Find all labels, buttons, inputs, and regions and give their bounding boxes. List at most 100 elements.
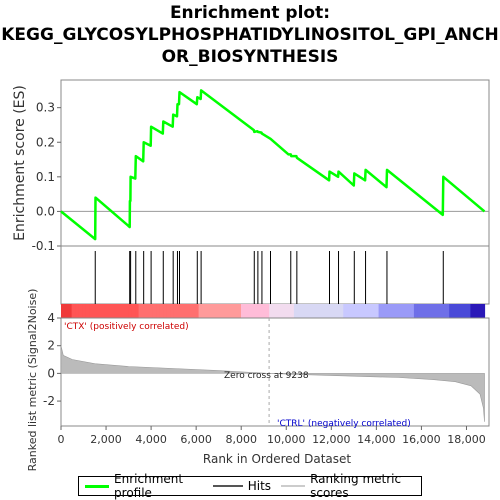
rank-bar-segment (244, 304, 249, 318)
rank-bar-segment (392, 304, 397, 318)
rank-bar-segment (403, 304, 408, 318)
rank-bar-segment (198, 304, 203, 318)
rank-color-bar (61, 304, 486, 318)
metric-xtick-label: 0 (58, 433, 65, 446)
profile-swatch-icon (85, 484, 110, 488)
hits-panel (60, 245, 490, 305)
metric-swatch-icon (281, 485, 306, 487)
es-ylabel: Enrichment score (ES) (12, 85, 28, 241)
rank-bar-segment (170, 304, 175, 318)
rank-bar-segment (283, 304, 288, 318)
rank-bar-segment (477, 304, 482, 318)
legend: Enrichment profile Hits Ranking metric s… (78, 472, 422, 500)
rank-bar-segment (332, 304, 337, 318)
rank-bar-segment (163, 304, 168, 318)
rank-bar-segment (205, 304, 210, 318)
rank-bar-segment (237, 304, 242, 318)
rank-bar-segment (78, 304, 83, 318)
rank-bar-segment (138, 304, 143, 318)
metric-xtick-label: 12,000 (312, 433, 351, 446)
rank-bar-segment (145, 304, 150, 318)
es-profile-line (60, 89, 486, 241)
es-ytick-label: 0.0 (36, 204, 55, 218)
rank-bar-segment (276, 304, 281, 318)
rank-bar-segment (113, 304, 118, 318)
rank-bar-segment (181, 304, 186, 318)
rank-bar-segment (152, 304, 157, 318)
rank-bar-segment (428, 304, 433, 318)
rank-bar-segment (177, 304, 182, 318)
metric-area (60, 345, 485, 422)
rank-bar-segment (286, 304, 291, 318)
rank-bar-segment (466, 304, 471, 318)
rank-bar-segment (265, 304, 270, 318)
rank-bar-segment (368, 304, 373, 318)
es-ytick-label: 0.1 (36, 170, 55, 184)
rank-bar-segment (209, 304, 214, 318)
rank-bar-segment (71, 304, 76, 318)
rank-bar-segment (361, 304, 366, 318)
rank-bar-segment (396, 304, 401, 318)
rank-bar-segment (279, 304, 284, 318)
rank-bar-segment (297, 304, 302, 318)
es-ytick-label: 0.3 (36, 101, 55, 115)
metric-xtick-label: 6,000 (180, 433, 212, 446)
rank-bar-segment (406, 304, 411, 318)
rank-bar-segment (315, 304, 320, 318)
es-ytick-label: 0.2 (36, 135, 55, 149)
rank-bar-segment (417, 304, 422, 318)
rank-bar-segment (473, 304, 478, 318)
chart-title: Enrichment plot: KEGG_GLYCOSYLPHOSPHATID… (0, 2, 500, 68)
rank-bar-segment (325, 304, 330, 318)
rank-bar-segment (131, 304, 136, 318)
rank-bar-segment (251, 304, 256, 318)
metric-xtick-label: 16,000 (402, 433, 441, 446)
rank-bar-segment (223, 304, 228, 318)
rank-bar-segment (311, 304, 316, 318)
rank-bar-segment (322, 304, 327, 318)
rank-bar-segment (301, 304, 306, 318)
rank-bar-segment (184, 304, 189, 318)
rank-bar-segment (336, 304, 341, 318)
rank-bar-segment (308, 304, 313, 318)
metric-xlabel: Rank in Ordered Dataset (203, 452, 351, 466)
rank-bar-segment (459, 304, 464, 318)
rank-bar-segment (166, 304, 171, 318)
metric-panel: -2 0 2 4 0 2,000 4,000 6,000 8,000 10,000 12,000 1… (26, 289, 490, 472)
rank-bar-segment (346, 304, 351, 318)
metric-ytick-label: 4 (47, 311, 55, 325)
rank-bar-segment (339, 304, 344, 318)
rank-bar-segment (350, 304, 355, 318)
rank-bar-segment (382, 304, 387, 318)
rank-bar-segment (357, 304, 362, 318)
metric-ytick-label: 0 (47, 366, 55, 380)
rank-bar-segment (216, 304, 221, 318)
metric-ylabel: Ranked list metric (Signal2Noise) (26, 289, 39, 472)
rank-bar-segment (117, 304, 122, 318)
rank-bar-segment (470, 304, 475, 318)
rank-bar-segment (195, 304, 200, 318)
rank-bar-segment (96, 304, 101, 318)
rank-bar-segment (128, 304, 133, 318)
rank-bar-segment (481, 304, 486, 318)
rank-bar-segment (364, 304, 369, 318)
rank-bar-segment (233, 304, 238, 318)
rank-bar-segment (248, 304, 253, 318)
rank-bar-segment (343, 304, 348, 318)
rank-bar-segment (442, 304, 447, 318)
rank-bar-segment (449, 304, 454, 318)
rank-bar-segment (188, 304, 193, 318)
zero-cross-label: Zero cross at 9238 (224, 371, 309, 381)
rank-bar-segment (82, 304, 87, 318)
rank-bar-segment (452, 304, 457, 318)
legend-metric-label: Ranking metric scores (310, 472, 402, 500)
rank-bar-segment (191, 304, 196, 318)
rank-bar-segment (142, 304, 147, 318)
metric-xtick-label: 4,000 (135, 433, 167, 446)
metric-xtick-label: 18,000 (447, 433, 486, 446)
rank-bar-segment (456, 304, 461, 318)
rank-bar-segment (64, 304, 69, 318)
rank-bar-segment (159, 304, 164, 318)
pos-corr-label: 'CTX' (positively correlated) (64, 322, 189, 332)
rank-bar-segment (262, 304, 267, 318)
